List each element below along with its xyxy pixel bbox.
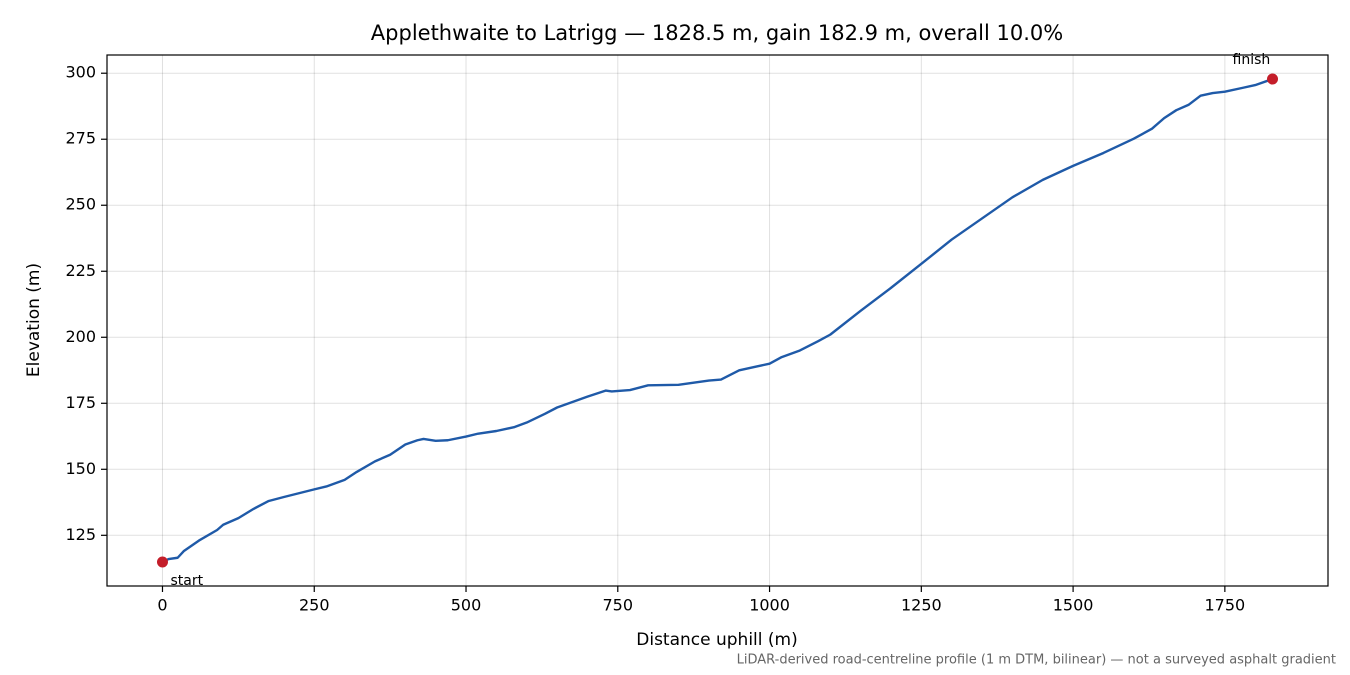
x-tick-label: 750: [603, 596, 634, 615]
x-tick-label: 1750: [1204, 596, 1245, 615]
footnote: LiDAR-derived road-centreline profile (1…: [737, 653, 1336, 668]
elevation-line: [161, 77, 1273, 564]
y-tick-label: 300: [65, 63, 96, 82]
x-tick-label: 1000: [749, 596, 790, 615]
y-tick-label: 150: [65, 459, 96, 478]
chart-title: Applethwaite to Latrigg — 1828.5 m, gain…: [371, 21, 1063, 45]
plot-frame: [106, 54, 1329, 587]
x-tick-label: 500: [451, 596, 482, 615]
x-tick-label: 0: [157, 596, 167, 615]
x-tick-label: 1250: [901, 596, 942, 615]
y-tick-label: 275: [65, 129, 96, 148]
x-axis-label: Distance uphill (m): [636, 630, 797, 650]
y-tick-label: 250: [65, 195, 96, 214]
start-marker: [156, 556, 168, 568]
y-tick-label: 225: [65, 261, 96, 280]
y-axis-label: Elevation (m): [24, 263, 44, 377]
y-tick-label: 175: [65, 393, 96, 412]
x-tick-label: 1500: [1053, 596, 1094, 615]
annotation: start: [170, 573, 203, 589]
finish-marker: [1267, 73, 1279, 85]
y-tick-label: 125: [65, 525, 96, 544]
y-tick-label: 200: [65, 327, 96, 346]
x-tick-label: 250: [299, 596, 330, 615]
annotation: finish: [1233, 52, 1271, 68]
